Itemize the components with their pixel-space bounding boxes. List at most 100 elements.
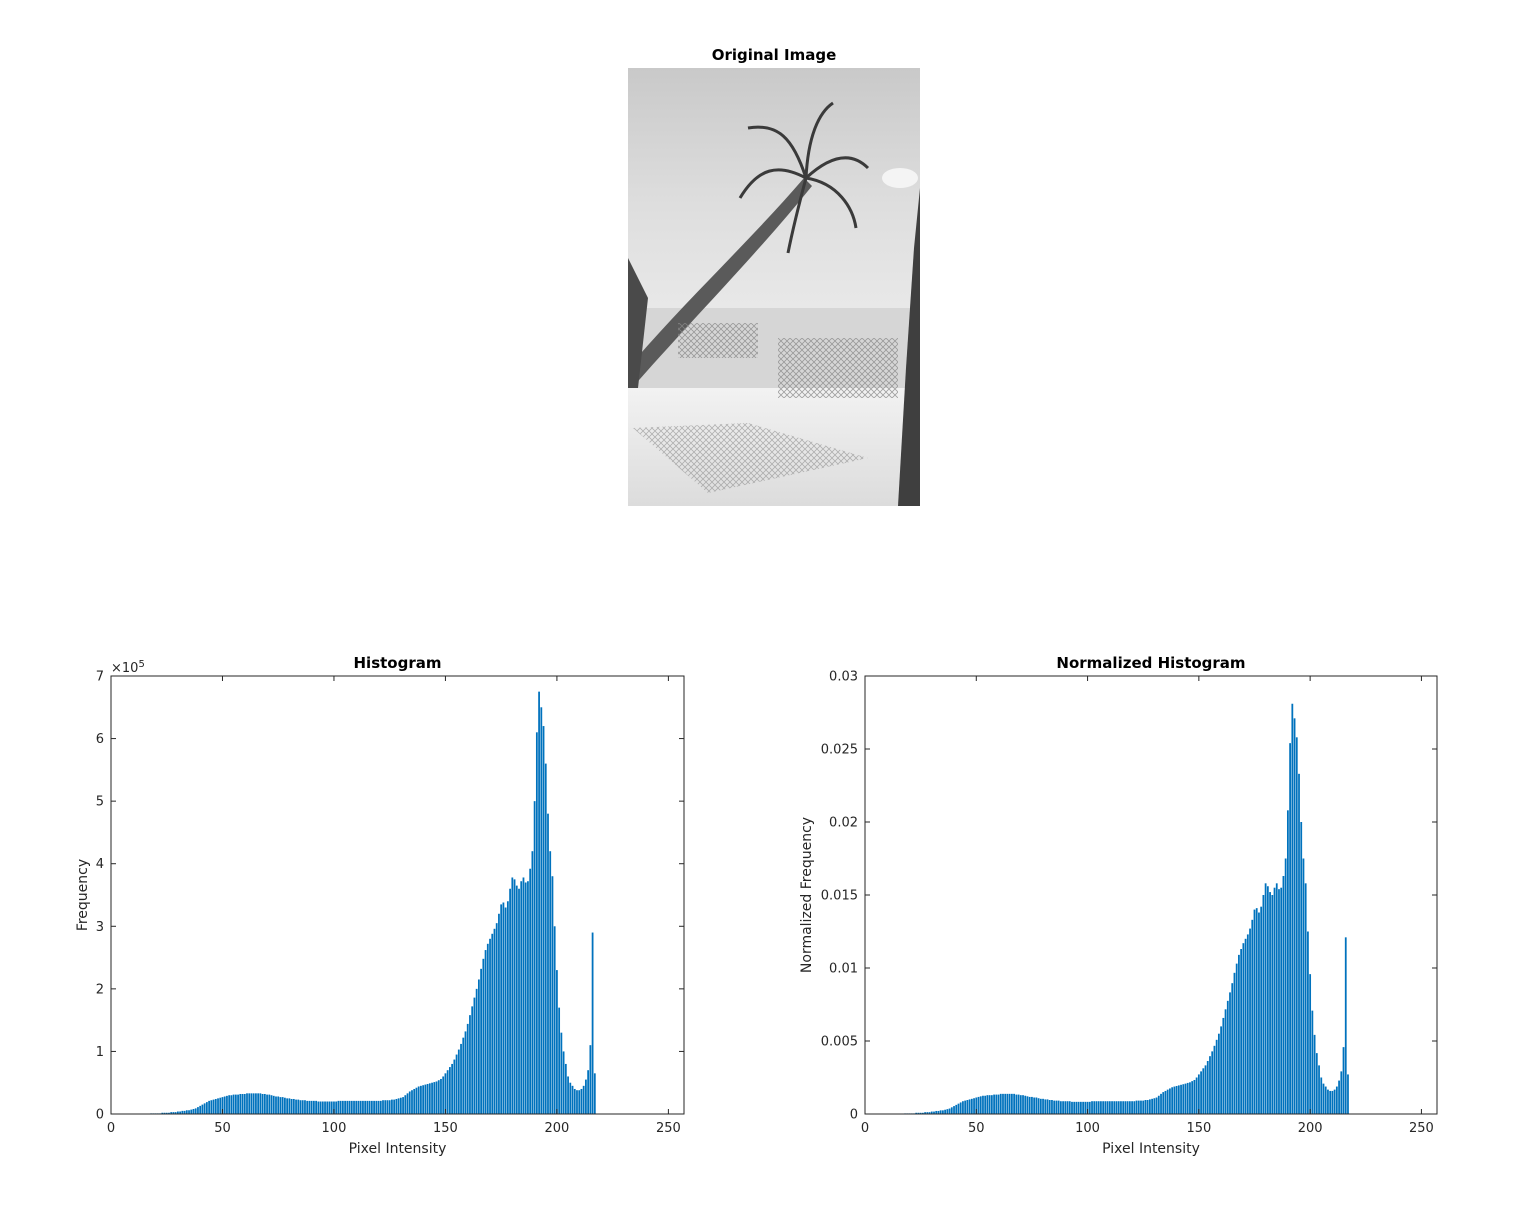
bar <box>482 958 485 1114</box>
bar <box>1327 1089 1329 1114</box>
bar <box>513 879 516 1114</box>
bar <box>962 1101 964 1114</box>
bar <box>1206 1061 1209 1114</box>
bar <box>1204 1065 1207 1114</box>
bar <box>1044 1099 1047 1114</box>
bar <box>556 970 558 1114</box>
bar <box>301 1100 304 1114</box>
bar <box>284 1097 286 1114</box>
bar <box>484 950 487 1114</box>
bar <box>1324 1086 1327 1114</box>
bar <box>471 1006 474 1114</box>
bar <box>1106 1101 1109 1114</box>
bar <box>1062 1101 1064 1114</box>
bar <box>935 1110 938 1114</box>
bar <box>569 1082 572 1114</box>
bar <box>404 1095 407 1114</box>
bar <box>495 923 498 1114</box>
bar <box>295 1099 297 1114</box>
bar <box>457 1049 460 1114</box>
bar <box>335 1101 338 1114</box>
bar <box>1055 1100 1058 1114</box>
bar <box>1260 906 1263 1114</box>
bar <box>420 1085 422 1114</box>
bar <box>1080 1101 1082 1114</box>
hammock-shadow <box>633 423 868 493</box>
bar <box>986 1095 989 1114</box>
y-tick-label: 0.025 <box>821 743 858 758</box>
bar <box>1217 1033 1220 1114</box>
bar <box>1347 1074 1349 1114</box>
bar <box>480 968 482 1114</box>
x-tick-label: 50 <box>968 1121 985 1136</box>
bar <box>979 1096 982 1114</box>
bar <box>1053 1100 1056 1114</box>
bar <box>337 1100 340 1114</box>
bar <box>1238 954 1240 1114</box>
bar <box>466 1023 469 1114</box>
bar <box>1082 1101 1085 1114</box>
bar <box>449 1067 451 1114</box>
bar <box>520 881 523 1114</box>
bar <box>230 1095 233 1114</box>
bar <box>1286 810 1289 1114</box>
bar <box>571 1085 574 1114</box>
bar <box>330 1101 333 1114</box>
bar <box>1253 909 1256 1114</box>
bar <box>1086 1101 1089 1114</box>
bar <box>451 1063 454 1114</box>
x-tick-label: 150 <box>433 1121 458 1136</box>
y-axis-label: Frequency <box>75 859 91 931</box>
bar <box>399 1097 402 1114</box>
bar <box>1011 1093 1013 1114</box>
bar <box>1271 895 1274 1114</box>
bar <box>391 1099 393 1114</box>
bar <box>411 1090 413 1114</box>
bar <box>1233 972 1236 1114</box>
bar <box>223 1096 226 1114</box>
bar <box>221 1097 224 1114</box>
bar <box>1298 773 1300 1114</box>
bar <box>306 1100 309 1114</box>
y-exponent-label: ×105 <box>111 659 145 676</box>
bar <box>1142 1100 1145 1114</box>
bar <box>1028 1096 1031 1114</box>
chart-title: Normalized Histogram <box>1056 654 1245 672</box>
bar <box>268 1094 271 1114</box>
bar <box>1140 1100 1142 1114</box>
bar <box>1057 1100 1060 1114</box>
bar <box>179 1111 181 1114</box>
bar <box>1293 718 1296 1114</box>
bar <box>1311 1010 1314 1114</box>
bar <box>491 933 494 1114</box>
bar <box>241 1093 244 1114</box>
bar <box>415 1087 418 1114</box>
bar <box>1329 1090 1332 1114</box>
bar <box>1126 1101 1129 1114</box>
bar <box>1131 1101 1133 1114</box>
bar <box>237 1094 239 1114</box>
bar <box>1197 1074 1200 1114</box>
x-tick-label: 100 <box>322 1121 347 1136</box>
bar <box>205 1102 208 1114</box>
bar <box>1284 858 1287 1114</box>
bar <box>995 1094 998 1114</box>
bar <box>255 1093 257 1114</box>
bar <box>370 1100 373 1114</box>
bar <box>984 1095 987 1114</box>
bar <box>1300 822 1303 1114</box>
bar <box>422 1085 425 1114</box>
bar <box>522 877 525 1114</box>
bar <box>1309 974 1312 1114</box>
bar <box>1042 1098 1044 1114</box>
bar <box>234 1094 237 1114</box>
bar <box>250 1093 253 1114</box>
bar <box>562 1051 565 1114</box>
bar <box>1093 1101 1096 1114</box>
bar <box>942 1110 944 1114</box>
bar <box>1280 887 1283 1114</box>
bar <box>321 1101 324 1114</box>
bar <box>551 876 554 1114</box>
bar <box>544 763 547 1114</box>
bar <box>511 877 514 1114</box>
